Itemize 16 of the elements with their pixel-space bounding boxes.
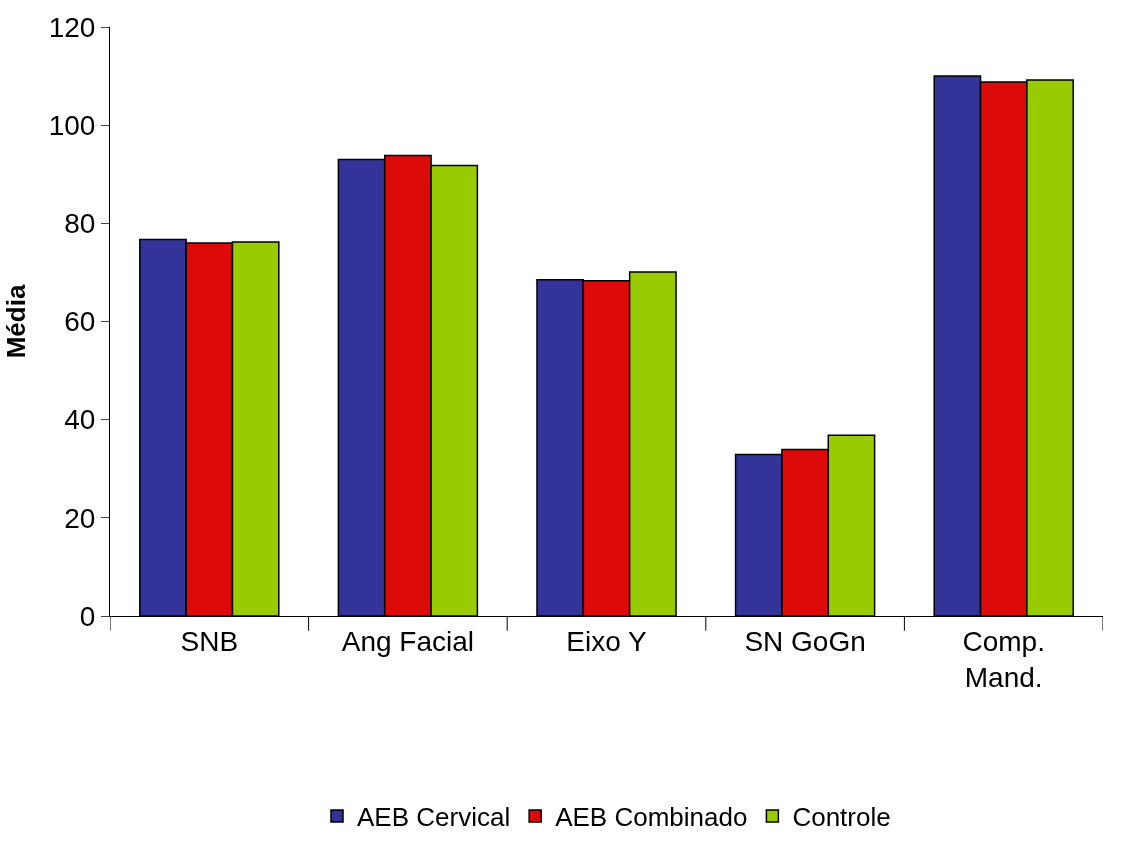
y-tick-label: 60 xyxy=(64,306,96,338)
y-tick-label: 80 xyxy=(64,208,96,240)
legend-label: Controle xyxy=(792,802,891,833)
y-tick-label: 120 xyxy=(48,11,96,43)
x-tick-label: Eixo Y xyxy=(566,625,648,657)
legend-label: AEB Combinado xyxy=(555,802,748,833)
x-tick-label: Comp. Mand. xyxy=(962,625,1045,693)
y-tick-label: 40 xyxy=(64,404,96,436)
y-tick-label: 100 xyxy=(48,109,96,141)
x-tick-label: SNB xyxy=(180,625,239,657)
x-tick-label: SN GoGn xyxy=(744,625,866,657)
y-tick-label: 0 xyxy=(79,600,96,632)
y-tick-label: 20 xyxy=(64,502,96,534)
x-tick-label: Ang Facial xyxy=(341,625,475,657)
y-axis-title: Média xyxy=(1,284,32,359)
legend-label: AEB Cervical xyxy=(357,802,511,833)
